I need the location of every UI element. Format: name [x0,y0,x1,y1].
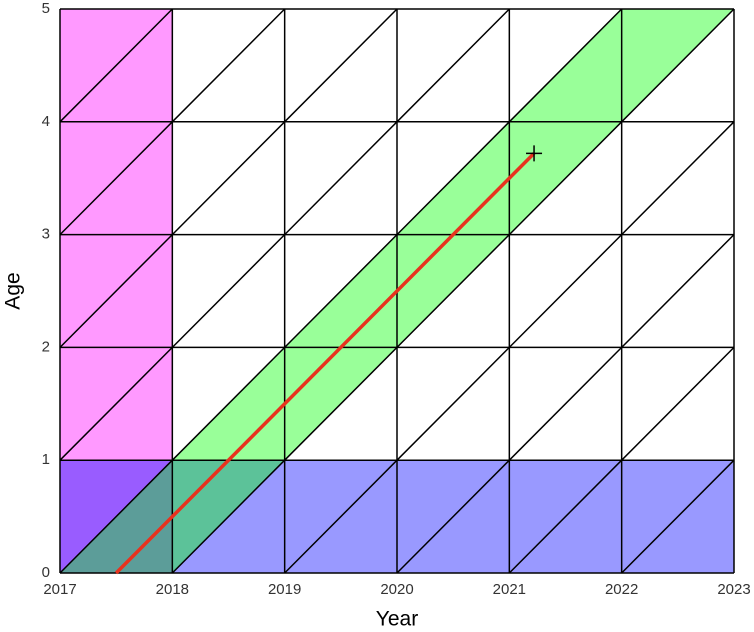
diagonal-grid-line [171,121,286,236]
diagonal-grid-line [621,234,735,348]
diagonal-grid-line [59,346,173,461]
y-tick-label: 0 [42,564,50,581]
diagonal-grid-line [396,121,510,236]
x-tick-label: 2019 [268,581,301,598]
diagonal-grid-line [396,459,510,574]
diagonal-grid-line [59,8,173,123]
diagonal-grid-line [396,346,510,461]
diagonal-grid-line [508,121,623,236]
x-axis-title: Year [376,608,418,631]
diagonal-grid-line [284,346,398,461]
diagonal-grid-line [171,8,286,123]
lifeline [114,152,536,575]
x-tick-label: 2023 [717,581,750,598]
diagonal-grid-line [508,346,623,461]
diagonal-grid-line [508,234,623,348]
diagonal-grid-line [284,459,398,574]
y-tick-label: 5 [42,0,50,17]
diagonal-grid-line [621,8,735,123]
diagonal-grid-line [171,234,286,348]
diagonal-grid-line [621,346,735,461]
x-tick-label: 2020 [380,581,413,598]
diagonal-grid-line [59,234,173,348]
x-tick-label: 2018 [156,581,189,598]
y-tick-label: 1 [42,451,50,468]
diagonal-grid-line [59,459,173,574]
diagonal-grid-line [396,234,510,348]
y-tick-label: 3 [42,226,50,243]
x-tick-label: 2017 [43,581,76,598]
diagonal-grid-line [284,121,398,236]
y-axis-title: Age [2,272,25,309]
diagonal-grid-line [171,346,286,461]
diagonal-grid-line [171,459,286,574]
x-tick-label: 2022 [605,581,638,598]
diagonal-grid-line [396,8,510,123]
diagonal-grid-line [284,8,398,123]
y-tick-label: 4 [42,113,50,130]
y-tick-label: 2 [42,338,50,355]
x-tick-label: 2021 [493,581,526,598]
diagonal-grid-line [621,121,735,236]
diagonal-grid-line [284,234,398,348]
diagonal-grid-line [59,121,173,236]
lifeline-end-marker [526,145,543,162]
diagonal-grid-line [621,459,735,574]
diagonal-grid-line [508,459,623,574]
diagonal-grid-line [508,8,623,123]
